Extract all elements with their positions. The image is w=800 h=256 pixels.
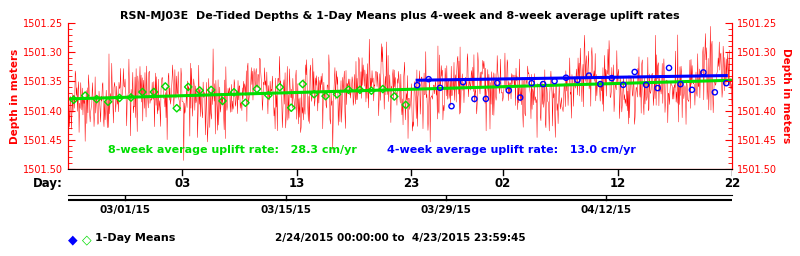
Point [250, 87, 263, 91]
Point [514, 95, 526, 100]
Text: Day:: Day: [33, 177, 62, 189]
Y-axis label: Depth in meters: Depth in meters [10, 48, 20, 144]
Point [479, 97, 492, 101]
Text: 22: 22 [724, 177, 740, 189]
Point [205, 88, 218, 92]
Point [434, 86, 446, 90]
Point [125, 95, 138, 100]
Point [342, 88, 355, 92]
Point [285, 106, 298, 110]
Point [651, 86, 664, 90]
Point [640, 83, 653, 87]
Text: 1-Day Means: 1-Day Means [95, 233, 175, 243]
Point [410, 83, 423, 87]
Point [594, 82, 606, 86]
Point [296, 82, 309, 86]
Text: 13: 13 [289, 177, 305, 189]
Point [491, 81, 504, 85]
Point [274, 85, 286, 89]
Text: ◇: ◇ [82, 233, 92, 246]
Text: ◆: ◆ [68, 233, 78, 246]
Title: RSN-MJ03E  De-Tided Depths & 1-Day Means plus 4-week and 8-week average uplift r: RSN-MJ03E De-Tided Depths & 1-Day Means … [120, 11, 680, 21]
Point [365, 89, 378, 93]
Point [468, 97, 481, 101]
Point [697, 70, 710, 74]
Point [354, 88, 366, 92]
Point [182, 85, 194, 89]
Text: 8-week average uplift rate:   28.3 cm/yr: 8-week average uplift rate: 28.3 cm/yr [108, 145, 357, 155]
Text: 03: 03 [174, 177, 190, 189]
Text: 03/01/15: 03/01/15 [100, 205, 150, 215]
Text: 03/29/15: 03/29/15 [420, 205, 471, 215]
Point [457, 80, 470, 84]
Point [102, 100, 114, 104]
Point [388, 94, 401, 99]
Text: 2/24/2015 00:00:00 to  4/23/2015 23:59:45: 2/24/2015 00:00:00 to 4/23/2015 23:59:45 [274, 233, 526, 243]
Point [319, 94, 332, 98]
Point [502, 88, 515, 92]
Point [78, 93, 91, 98]
Point [548, 79, 561, 83]
Point [113, 96, 126, 100]
Point [67, 98, 80, 102]
Point [159, 84, 172, 89]
Text: 04/12/15: 04/12/15 [581, 205, 632, 215]
Point [606, 76, 618, 80]
Point [194, 88, 206, 92]
Point [239, 101, 252, 105]
Point [628, 70, 641, 74]
Point [537, 82, 550, 86]
Point [674, 82, 687, 86]
Point [262, 93, 274, 97]
Point [445, 104, 458, 108]
Point [377, 87, 390, 91]
Point [582, 73, 595, 78]
Point [147, 90, 160, 94]
Point [216, 99, 229, 103]
Point [422, 77, 435, 81]
Text: 4-week average uplift rate:   13.0 cm/yr: 4-week average uplift rate: 13.0 cm/yr [386, 145, 635, 155]
Point [170, 106, 183, 110]
Point [90, 97, 103, 101]
Point [227, 90, 240, 94]
Point [136, 90, 149, 94]
Point [330, 92, 343, 96]
Point [662, 66, 675, 70]
Text: 12: 12 [610, 177, 626, 189]
Point [526, 81, 538, 85]
Point [571, 78, 584, 82]
Point [709, 90, 722, 94]
Point [686, 88, 698, 92]
Point [308, 92, 321, 96]
Text: 03/15/15: 03/15/15 [260, 205, 311, 215]
Point [560, 76, 573, 80]
Point [720, 81, 733, 85]
Point [617, 83, 630, 87]
Y-axis label: Depth in meters: Depth in meters [781, 48, 791, 144]
Text: 02: 02 [495, 177, 511, 189]
Text: 23: 23 [403, 177, 419, 189]
Point [399, 103, 412, 107]
